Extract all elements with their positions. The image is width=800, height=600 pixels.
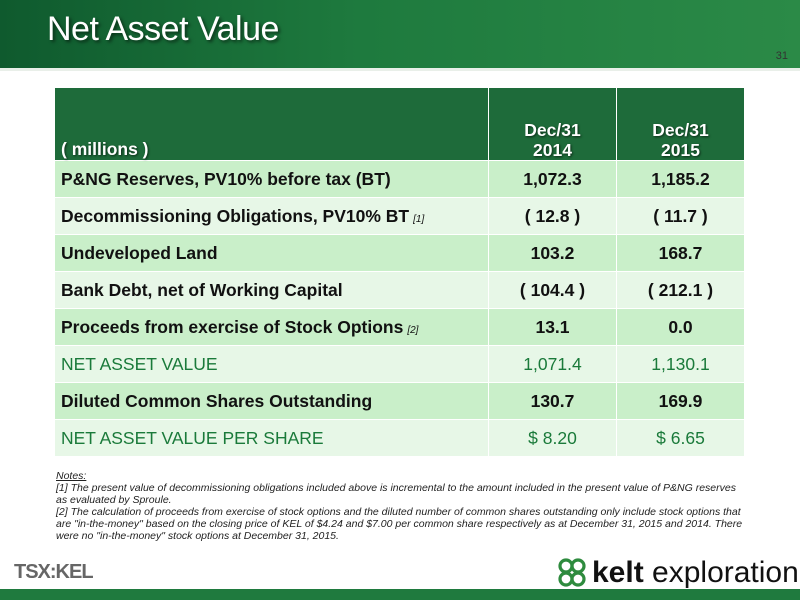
table-row: Bank Debt, net of Working Capital ( 104.… — [54, 271, 745, 309]
value-2014: ( 104.4 ) — [488, 271, 617, 309]
column-header-2015: Dec/31 2015 — [616, 87, 745, 161]
note-2: [2] The calculation of proceeds from exe… — [56, 506, 743, 542]
value-2015: $ 6.65 — [616, 419, 745, 457]
title-band: Net Asset Value — [0, 0, 800, 68]
row-label: Diluted Common Shares Outstanding — [54, 382, 489, 420]
page-title: Net Asset Value — [47, 10, 279, 48]
kelt-knot-icon — [558, 558, 586, 587]
value-2014: 103.2 — [488, 234, 617, 272]
table-row: Decommissioning Obligations, PV10% BT [1]… — [54, 197, 745, 235]
table-header-row: ( millions ) Dec/31 2014 Dec/31 2015 — [54, 87, 745, 161]
ticker-logo: TSX:KEL — [14, 561, 94, 583]
footnote-ref: [2] — [407, 324, 419, 336]
row-label: NET ASSET VALUE — [54, 345, 489, 383]
value-2015: ( 11.7 ) — [616, 197, 745, 235]
value-2014: ( 12.8 ) — [488, 197, 617, 235]
value-2015: 169.9 — [616, 382, 745, 420]
row-label: Proceeds from exercise of Stock Options[… — [54, 308, 489, 346]
table-row: P&NG Reserves, PV10% before tax (BT) 1,0… — [54, 160, 745, 198]
note-1: [1] The present value of decommissioning… — [56, 482, 736, 506]
value-2015: ( 212.1 ) — [616, 271, 745, 309]
value-2014: $ 8.20 — [488, 419, 617, 457]
table-row: NET ASSET VALUE PER SHARE $ 8.20 $ 6.65 — [54, 419, 745, 457]
kelt-exploration-logo: kelt exploration — [592, 556, 799, 589]
table-row: NET ASSET VALUE 1,071.4 1,130.1 — [54, 345, 745, 383]
row-label: P&NG Reserves, PV10% before tax (BT) — [54, 160, 489, 198]
page-number: 31 — [775, 50, 788, 62]
value-2014: 1,071.4 — [488, 345, 617, 383]
notes-heading: Notes: — [56, 470, 87, 482]
value-2015: 168.7 — [616, 234, 745, 272]
notes: Notes: [1] The present value of decommis… — [56, 470, 746, 542]
column-header-2014: Dec/31 2014 — [488, 87, 617, 161]
header-divider — [0, 68, 800, 71]
row-label: Decommissioning Obligations, PV10% BT [1] — [54, 197, 489, 235]
row-label: Undeveloped Land — [54, 234, 489, 272]
value-2014: 1,072.3 — [488, 160, 617, 198]
footnote-ref: [1] — [413, 213, 425, 225]
footer-band — [0, 589, 800, 600]
nav-table: ( millions ) Dec/31 2014 Dec/31 2015 P&NG … — [54, 87, 745, 457]
table-row: Diluted Common Shares Outstanding 130.7 … — [54, 382, 745, 420]
table-row: Undeveloped Land 103.2 168.7 — [54, 234, 745, 272]
value-2015: 1,130.1 — [616, 345, 745, 383]
value-2014: 130.7 — [488, 382, 617, 420]
value-2015: 0.0 — [616, 308, 745, 346]
value-2015: 1,185.2 — [616, 160, 745, 198]
row-label: Bank Debt, net of Working Capital — [54, 271, 489, 309]
units-header: ( millions ) — [54, 87, 489, 161]
table-row: Proceeds from exercise of Stock Options[… — [54, 308, 745, 346]
row-label: NET ASSET VALUE PER SHARE — [54, 419, 489, 457]
value-2014: 13.1 — [488, 308, 617, 346]
